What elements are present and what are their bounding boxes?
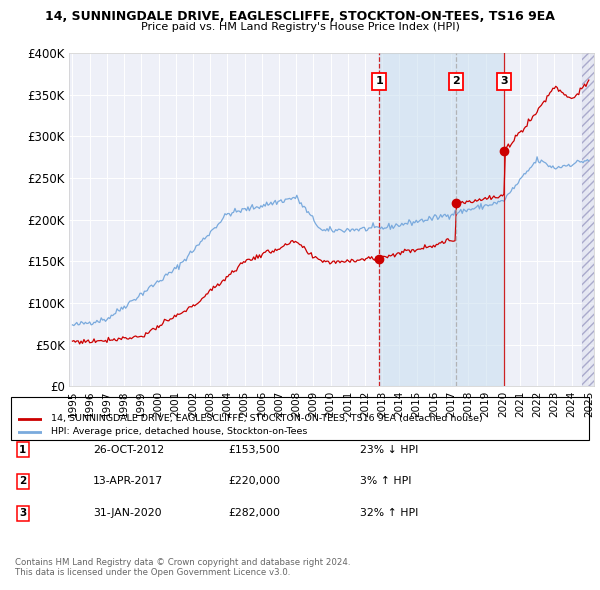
Text: Price paid vs. HM Land Registry's House Price Index (HPI): Price paid vs. HM Land Registry's House … xyxy=(140,22,460,32)
Text: 14, SUNNINGDALE DRIVE, EAGLESCLIFFE, STOCKTON-ON-TEES, TS16 9EA: 14, SUNNINGDALE DRIVE, EAGLESCLIFFE, STO… xyxy=(45,10,555,23)
Text: £153,500: £153,500 xyxy=(228,445,280,454)
Text: £220,000: £220,000 xyxy=(228,477,280,486)
Text: 3: 3 xyxy=(19,509,26,518)
Text: 2: 2 xyxy=(452,77,460,86)
Text: HPI: Average price, detached house, Stockton-on-Tees: HPI: Average price, detached house, Stoc… xyxy=(51,427,307,437)
Text: 2: 2 xyxy=(19,477,26,486)
Text: 3: 3 xyxy=(500,77,508,86)
Text: 31-JAN-2020: 31-JAN-2020 xyxy=(93,509,161,518)
Bar xyxy=(582,53,594,386)
Text: 14, SUNNINGDALE DRIVE, EAGLESCLIFFE, STOCKTON-ON-TEES, TS16 9EA (detached house): 14, SUNNINGDALE DRIVE, EAGLESCLIFFE, STO… xyxy=(51,414,483,424)
Text: Contains HM Land Registry data © Crown copyright and database right 2024.
This d: Contains HM Land Registry data © Crown c… xyxy=(15,558,350,577)
Text: £282,000: £282,000 xyxy=(228,509,280,518)
Text: 23% ↓ HPI: 23% ↓ HPI xyxy=(360,445,418,454)
Text: 26-OCT-2012: 26-OCT-2012 xyxy=(93,445,164,454)
Bar xyxy=(582,53,594,386)
Text: 1: 1 xyxy=(376,77,383,86)
Text: 32% ↑ HPI: 32% ↑ HPI xyxy=(360,509,418,518)
Text: 1: 1 xyxy=(19,445,26,454)
Text: 13-APR-2017: 13-APR-2017 xyxy=(93,477,163,486)
Text: 3% ↑ HPI: 3% ↑ HPI xyxy=(360,477,412,486)
Bar xyxy=(379,53,504,386)
